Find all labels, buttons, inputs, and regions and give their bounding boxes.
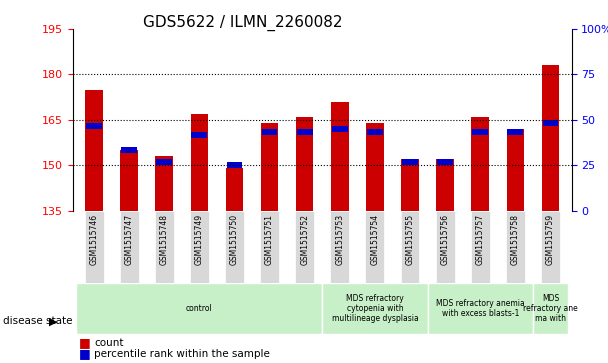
- Bar: [402, 159, 418, 165]
- Text: count: count: [94, 338, 124, 348]
- Bar: [156, 159, 172, 165]
- FancyBboxPatch shape: [120, 211, 139, 283]
- FancyBboxPatch shape: [401, 211, 420, 283]
- FancyBboxPatch shape: [190, 211, 209, 283]
- Bar: [86, 123, 102, 129]
- Bar: [367, 129, 383, 135]
- Text: GSM1515747: GSM1515747: [125, 214, 134, 265]
- Text: GSM1515751: GSM1515751: [265, 214, 274, 265]
- FancyBboxPatch shape: [427, 283, 533, 334]
- Bar: [508, 129, 523, 135]
- Bar: [261, 123, 278, 211]
- Text: GSM1515752: GSM1515752: [300, 214, 309, 265]
- Text: GSM1515754: GSM1515754: [370, 214, 379, 265]
- FancyBboxPatch shape: [541, 211, 560, 283]
- Text: percentile rank within the sample: percentile rank within the sample: [94, 349, 270, 359]
- FancyBboxPatch shape: [436, 211, 455, 283]
- Bar: [156, 156, 173, 211]
- Bar: [261, 129, 277, 135]
- Text: GSM1515750: GSM1515750: [230, 214, 239, 265]
- Bar: [332, 126, 348, 132]
- Text: GSM1515756: GSM1515756: [441, 214, 450, 265]
- Text: GSM1515746: GSM1515746: [89, 214, 98, 265]
- Bar: [227, 162, 243, 168]
- Text: disease state: disease state: [3, 316, 72, 326]
- Text: ■: ■: [79, 347, 91, 360]
- Bar: [121, 147, 137, 153]
- Text: ▶: ▶: [49, 316, 58, 326]
- Bar: [506, 129, 524, 211]
- Bar: [401, 159, 419, 211]
- FancyBboxPatch shape: [506, 211, 525, 283]
- FancyBboxPatch shape: [260, 211, 279, 283]
- FancyBboxPatch shape: [533, 283, 568, 334]
- Bar: [120, 150, 138, 211]
- FancyBboxPatch shape: [225, 211, 244, 283]
- Text: GSM1515755: GSM1515755: [406, 214, 415, 265]
- FancyBboxPatch shape: [155, 211, 174, 283]
- FancyBboxPatch shape: [322, 283, 427, 334]
- Bar: [192, 132, 207, 138]
- Text: GSM1515759: GSM1515759: [546, 214, 555, 265]
- FancyBboxPatch shape: [330, 211, 349, 283]
- Text: GSM1515758: GSM1515758: [511, 214, 520, 265]
- Text: GSM1515748: GSM1515748: [160, 214, 169, 265]
- Text: MDS refractory
cytopenia with
multilineage dysplasia: MDS refractory cytopenia with multilinea…: [331, 294, 418, 323]
- Text: GSM1515757: GSM1515757: [475, 214, 485, 265]
- Text: control: control: [186, 304, 213, 313]
- Bar: [85, 90, 103, 211]
- Text: GDS5622 / ILMN_2260082: GDS5622 / ILMN_2260082: [143, 15, 343, 31]
- Bar: [472, 129, 488, 135]
- Bar: [190, 114, 208, 211]
- Bar: [226, 168, 243, 211]
- Bar: [296, 117, 314, 211]
- Text: GSM1515749: GSM1515749: [195, 214, 204, 265]
- Text: MDS
refractory ane
ma with: MDS refractory ane ma with: [523, 294, 578, 323]
- FancyBboxPatch shape: [85, 211, 103, 283]
- Bar: [437, 159, 454, 211]
- Bar: [366, 123, 384, 211]
- Bar: [542, 65, 559, 211]
- Bar: [542, 120, 558, 126]
- Bar: [471, 117, 489, 211]
- Bar: [297, 129, 313, 135]
- FancyBboxPatch shape: [365, 211, 384, 283]
- FancyBboxPatch shape: [77, 283, 322, 334]
- Bar: [331, 102, 348, 211]
- FancyBboxPatch shape: [471, 211, 489, 283]
- Bar: [437, 159, 453, 165]
- Text: GSM1515753: GSM1515753: [335, 214, 344, 265]
- FancyBboxPatch shape: [295, 211, 314, 283]
- Text: ■: ■: [79, 337, 91, 350]
- Text: MDS refractory anemia
with excess blasts-1: MDS refractory anemia with excess blasts…: [436, 299, 525, 318]
